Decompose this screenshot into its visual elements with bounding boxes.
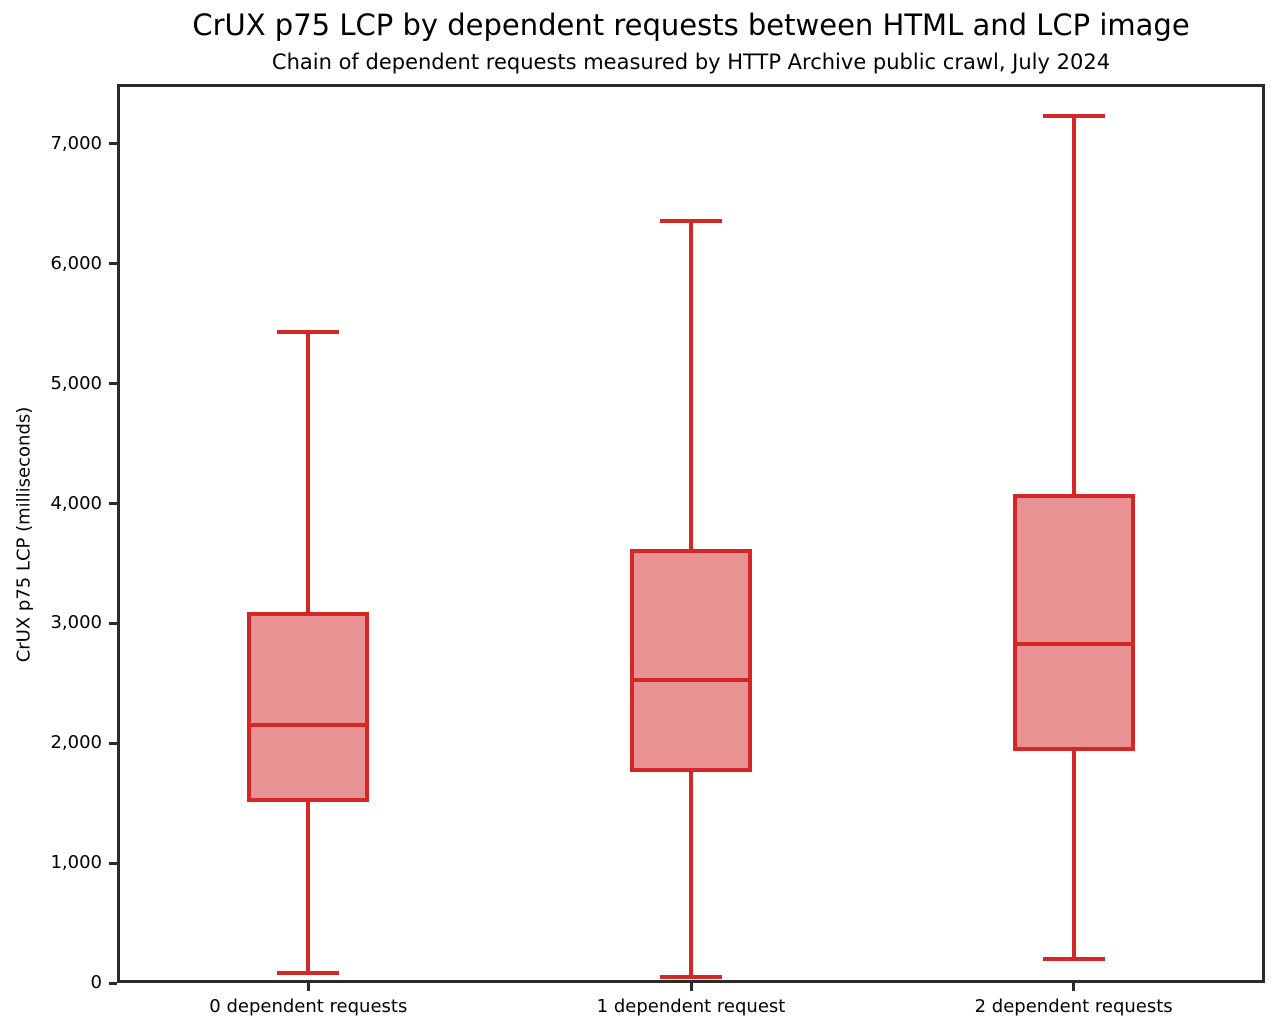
lower-whisker-cap <box>660 975 722 979</box>
chart-title: CrUX p75 LCP by dependent requests betwe… <box>192 8 1190 42</box>
lower-whisker <box>306 799 311 974</box>
y-tick-label: 0 <box>90 972 102 993</box>
y-axis-tick <box>109 142 117 146</box>
y-axis-tick <box>109 382 117 386</box>
y-axis-tick <box>109 861 117 865</box>
median-line <box>1012 641 1135 646</box>
upper-whisker-cap <box>660 218 722 223</box>
y-tick-label: 5,000 <box>50 372 102 394</box>
iqr-box <box>247 611 370 802</box>
y-tick-label: 4,000 <box>50 492 102 514</box>
x-tick-label: 0 dependent requests <box>209 996 408 1017</box>
iqr-box <box>1012 494 1135 752</box>
upper-whisker <box>306 332 311 614</box>
x-tick-label: 2 dependent requests <box>974 996 1173 1017</box>
median-line <box>630 677 752 682</box>
y-axis-tick <box>109 981 117 985</box>
lower-whisker <box>1071 749 1076 960</box>
y-tick-label: 3,000 <box>50 612 102 634</box>
x-tick-label: 1 dependent request <box>596 996 786 1017</box>
upper-whisker <box>1071 116 1076 497</box>
x-axis-tick <box>306 983 310 991</box>
y-tick-label: 7,000 <box>50 132 102 154</box>
iqr-box <box>630 549 752 772</box>
upper-whisker-cap <box>277 330 340 335</box>
lower-whisker <box>689 769 693 977</box>
y-tick-label: 1,000 <box>50 852 102 874</box>
y-axis-tick <box>109 502 117 506</box>
y-axis-tick <box>109 262 117 266</box>
median-line <box>247 723 370 728</box>
upper-whisker-cap <box>1042 114 1105 119</box>
lower-whisker-cap <box>1042 957 1105 962</box>
x-axis-tick <box>689 983 693 991</box>
upper-whisker <box>689 220 693 552</box>
y-tick-label: 2,000 <box>50 732 102 754</box>
chart-subtitle: Chain of dependent requests measured by … <box>271 50 1111 74</box>
x-axis-tick <box>1072 983 1076 991</box>
lower-whisker-cap <box>277 971 340 976</box>
y-tick-label: 6,000 <box>50 252 102 274</box>
y-axis-tick <box>109 741 117 745</box>
y-axis-tick <box>109 621 117 625</box>
